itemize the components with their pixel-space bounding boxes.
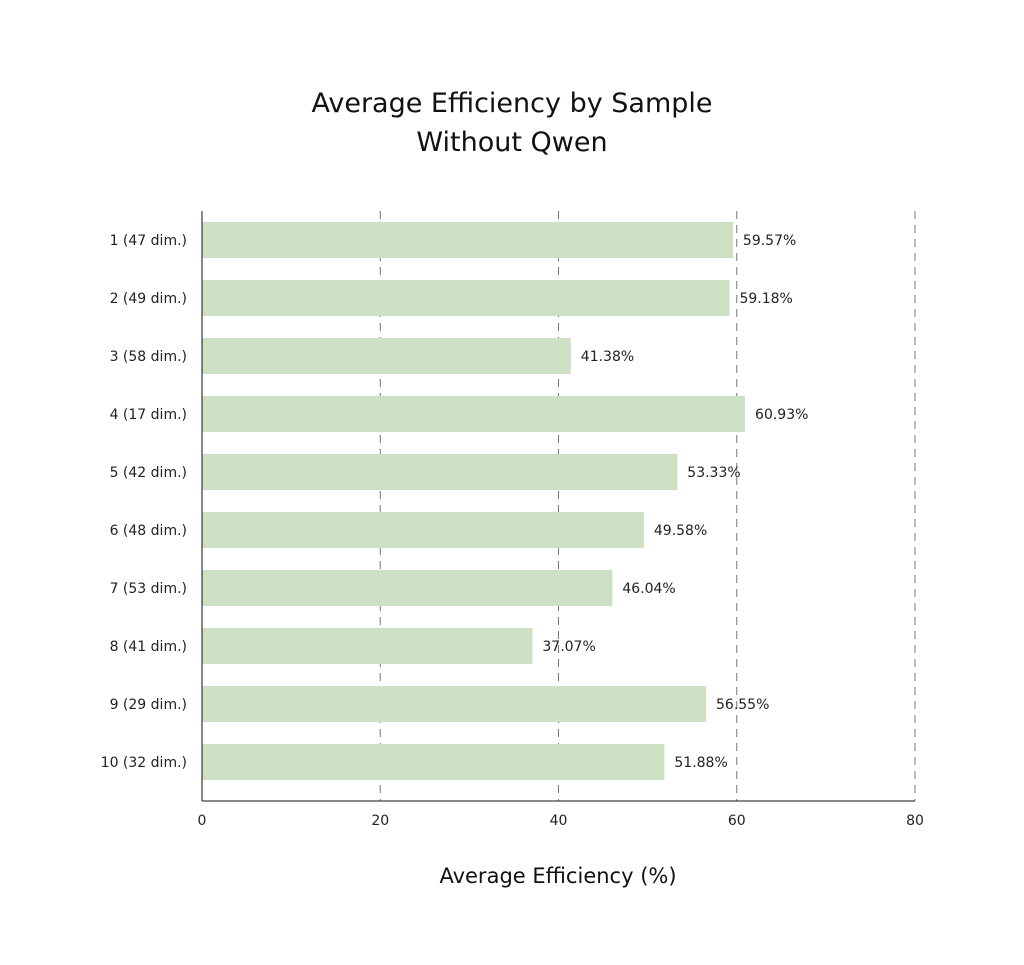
chart-title-line-2: Without Qwen [416,127,607,158]
value-label: 59.57% [743,233,796,249]
bar-5 [202,454,678,490]
category-label: 3 (58 dim.) [110,349,187,365]
x-tick-label: 40 [550,813,568,829]
bar-4 [202,396,746,432]
category-label: 7 (53 dim.) [110,581,187,597]
bar-6 [202,512,644,548]
category-label: 9 (29 dim.) [110,697,187,713]
value-label: 59.18% [739,291,792,307]
value-label: 41.38% [581,349,634,365]
category-label: 1 (47 dim.) [110,233,187,249]
x-tick-labels: 0 20 40 60 80 [198,813,924,829]
bar-8 [202,628,533,664]
bar-1 [202,222,733,258]
value-labels: 59.57% 59.18% 41.38% 60.93% 53.33% 49.58% 46.0… [542,233,808,771]
category-label: 8 (41 dim.) [110,639,187,655]
axes [201,211,915,802]
chart-title-line-1: Average Efficiency by Sample [311,88,712,119]
x-tick-label: 0 [198,813,207,829]
value-label: 56.55% [716,697,769,713]
bar-10 [202,744,665,780]
value-label: 37.07% [542,639,595,655]
value-label: 49.58% [654,523,707,539]
value-label: 60.93% [755,407,808,423]
y-category-labels: 1 (47 dim.) 2 (49 dim.) 3 (58 dim.) 4 (17 d… [101,233,187,771]
category-label: 5 (42 dim.) [110,465,187,481]
bar-7 [202,570,613,606]
category-label: 2 (49 dim.) [110,291,187,307]
x-tick-label: 60 [728,813,746,829]
x-axis-title: Average Efficiency (%) [439,864,676,888]
category-label: 6 (48 dim.) [110,523,187,539]
bar-2 [202,280,730,316]
category-label: 4 (17 dim.) [110,407,187,423]
bar-9 [202,686,707,722]
bars [202,222,746,780]
value-label: 53.33% [687,465,740,481]
category-label: 10 (32 dim.) [101,755,187,771]
x-tick-label: 80 [906,813,924,829]
value-label: 51.88% [674,755,727,771]
bar-3 [202,338,571,374]
value-label: 46.04% [622,581,675,597]
x-tick-label: 20 [371,813,389,829]
